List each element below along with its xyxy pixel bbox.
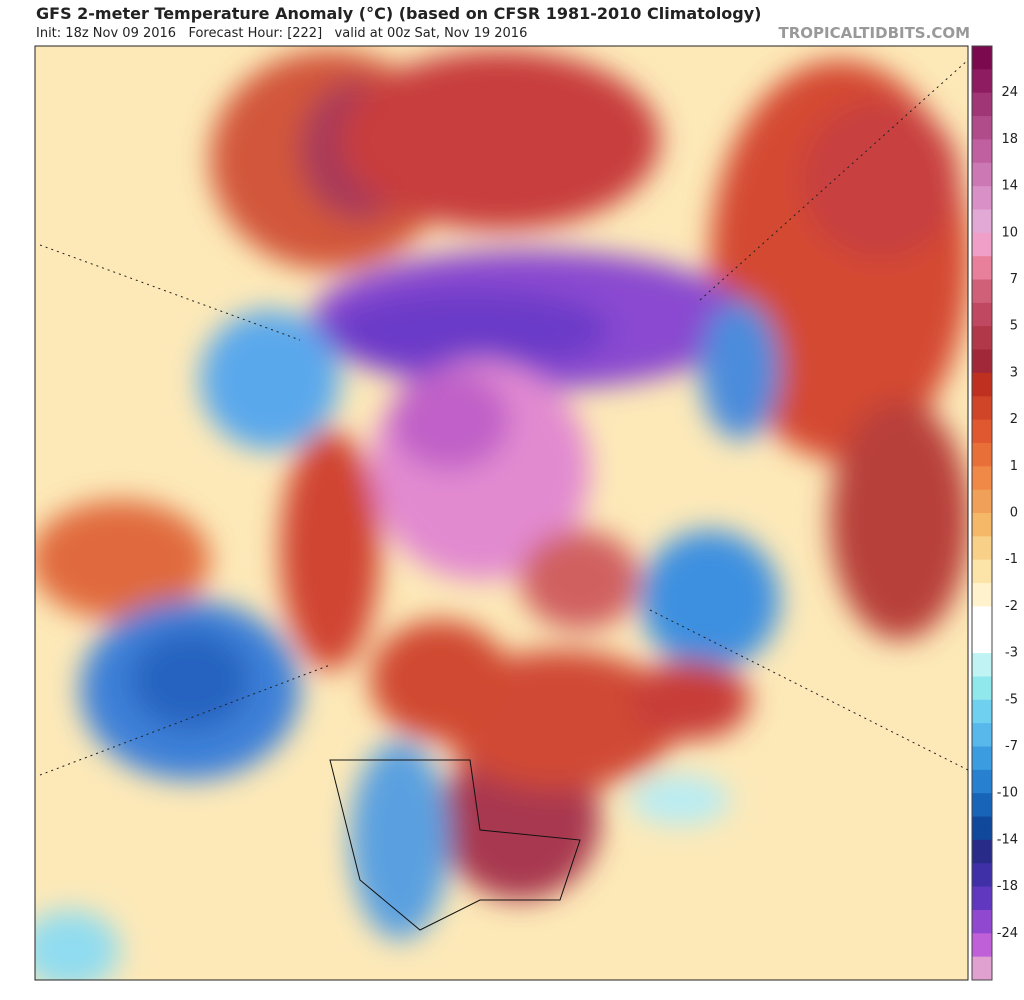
colorbar-segment — [972, 69, 992, 94]
colorbar-segment — [972, 139, 992, 164]
colorbar-segment — [972, 186, 992, 210]
colorbar-segment — [972, 513, 992, 537]
colorbar-label: -1 — [1005, 552, 1018, 567]
colorbar-segment — [972, 396, 992, 421]
colorbar-segment — [972, 653, 992, 677]
colorbar-segment — [972, 909, 992, 934]
colorbar-segment — [972, 606, 992, 631]
colorbar-segment — [972, 372, 992, 397]
colorbar-label: -7 — [1005, 739, 1018, 754]
colorbar-segment — [972, 863, 992, 888]
colorbar-label: -2 — [1005, 599, 1018, 614]
colorbar-label: 10 — [1001, 225, 1018, 240]
colorbar-segment — [972, 279, 992, 304]
colorbar-segment — [972, 839, 992, 864]
colorbar-label: 5 — [1010, 319, 1018, 334]
colorbar-segment — [972, 349, 992, 374]
colorbar-segment — [972, 956, 992, 981]
colorbar-segment — [972, 933, 992, 958]
colorbar-label: 1 — [1010, 459, 1018, 474]
colorbar-segment — [972, 746, 992, 771]
colorbar-label: 7 — [1010, 272, 1018, 287]
source: TROPICALTIDBITS.COM — [778, 24, 971, 42]
colorbar-segment — [972, 466, 992, 491]
colorbar-segment — [972, 162, 992, 187]
colorbar-label: 3 — [1010, 365, 1018, 380]
colorbar-segment — [972, 536, 992, 561]
colorbar-segment — [972, 326, 992, 351]
colorbar-label: -5 — [1005, 692, 1018, 707]
map — [35, 46, 968, 980]
colorbar-segment — [972, 769, 992, 794]
title: GFS 2-meter Temperature Anomaly (°C) (ba… — [36, 4, 762, 23]
colorbar-label: 0 — [1010, 506, 1018, 521]
colorbar-segment — [972, 46, 992, 70]
colorbar-border — [971, 45, 993, 981]
colorbar-label: -10 — [997, 786, 1018, 801]
colorbar-label: -24 — [997, 926, 1018, 941]
colorbar-segment — [972, 559, 992, 584]
colorbar-segment — [972, 723, 992, 747]
colorbar-label: 14 — [1001, 179, 1018, 194]
colorbar-segment — [972, 209, 992, 234]
colorbar-segment — [972, 442, 992, 467]
colorbar-label: -14 — [997, 832, 1018, 847]
colorbar-segment — [972, 583, 992, 607]
colorbar-segment — [972, 256, 992, 280]
colorbar-segment — [972, 816, 992, 841]
colorbar-segment — [972, 92, 992, 117]
colorbar-segment — [972, 419, 992, 444]
subtitle: Init: 18z Nov 09 2016 Forecast Hour: [22… — [36, 26, 528, 41]
colorbar-segment — [972, 232, 992, 257]
colorbar-segment — [972, 302, 992, 327]
colorbar-segment — [972, 886, 992, 911]
colorbar-segment — [972, 699, 992, 724]
colorbar-segment — [972, 489, 992, 514]
colorbar-segment — [972, 676, 992, 701]
colorbar-label: 2 — [1010, 412, 1018, 427]
colorbar-label: 24 — [1001, 85, 1018, 100]
map-border — [34, 45, 969, 981]
colorbar-label: -18 — [997, 879, 1018, 894]
colorbar-segment — [972, 116, 992, 140]
colorbar-label: -3 — [1005, 646, 1018, 661]
colorbar-segment — [972, 629, 992, 654]
colorbar-label: 18 — [1001, 132, 1018, 147]
colorbar-segment — [972, 793, 992, 818]
